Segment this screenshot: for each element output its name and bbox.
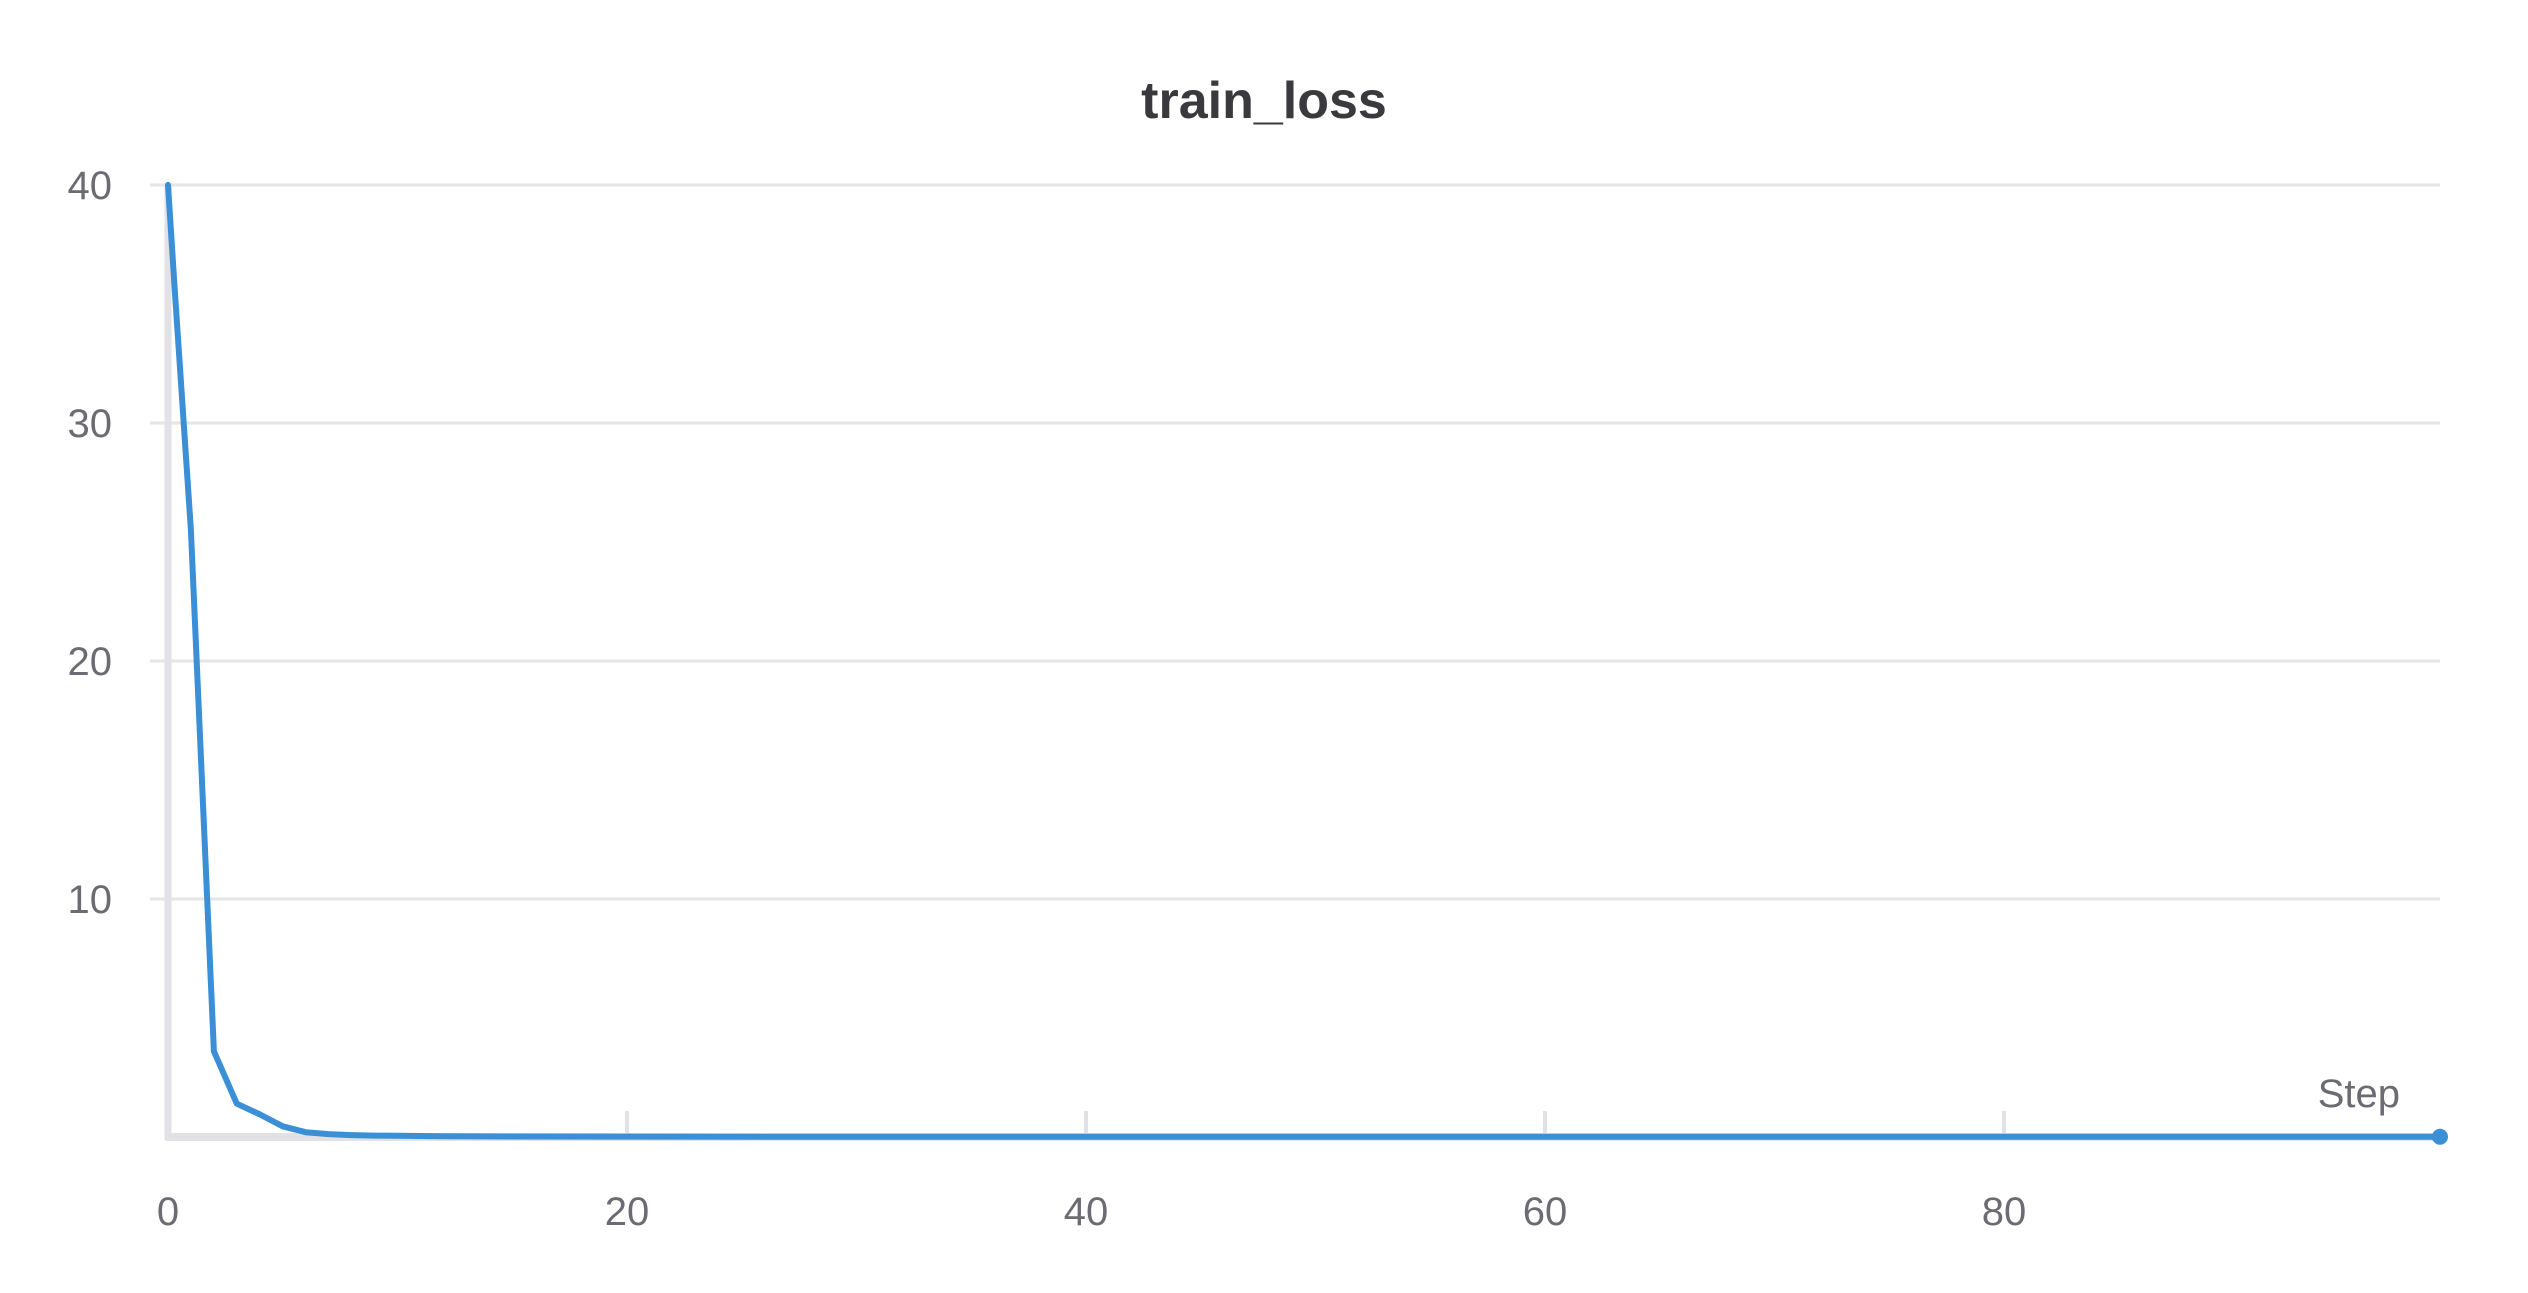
- loss-series-line: [165, 182, 2443, 1140]
- grid-lines: [150, 183, 2440, 901]
- y-tick-label: 10: [68, 878, 113, 922]
- last-point-marker: [2432, 1128, 2448, 1145]
- x-tick-label: 80: [1982, 1190, 2027, 1234]
- y-tick-label: 30: [68, 402, 113, 446]
- x-tick-label: 20: [605, 1190, 650, 1234]
- x-tick-label: 40: [1064, 1190, 1109, 1234]
- axes: [164, 185, 2440, 1141]
- chart-title: train_loss: [1141, 72, 1387, 130]
- x-tick-label: 60: [1523, 1190, 1568, 1234]
- y-tick-label: 40: [68, 164, 113, 208]
- y-tick-label: 20: [68, 640, 113, 684]
- x-axis-label: Step: [2318, 1072, 2400, 1116]
- tick-labels: 10 20 30 40 0 20 40 60 80: [68, 164, 2027, 1234]
- series-lines: [165, 182, 2448, 1145]
- x-tick-label: 0: [157, 1190, 179, 1234]
